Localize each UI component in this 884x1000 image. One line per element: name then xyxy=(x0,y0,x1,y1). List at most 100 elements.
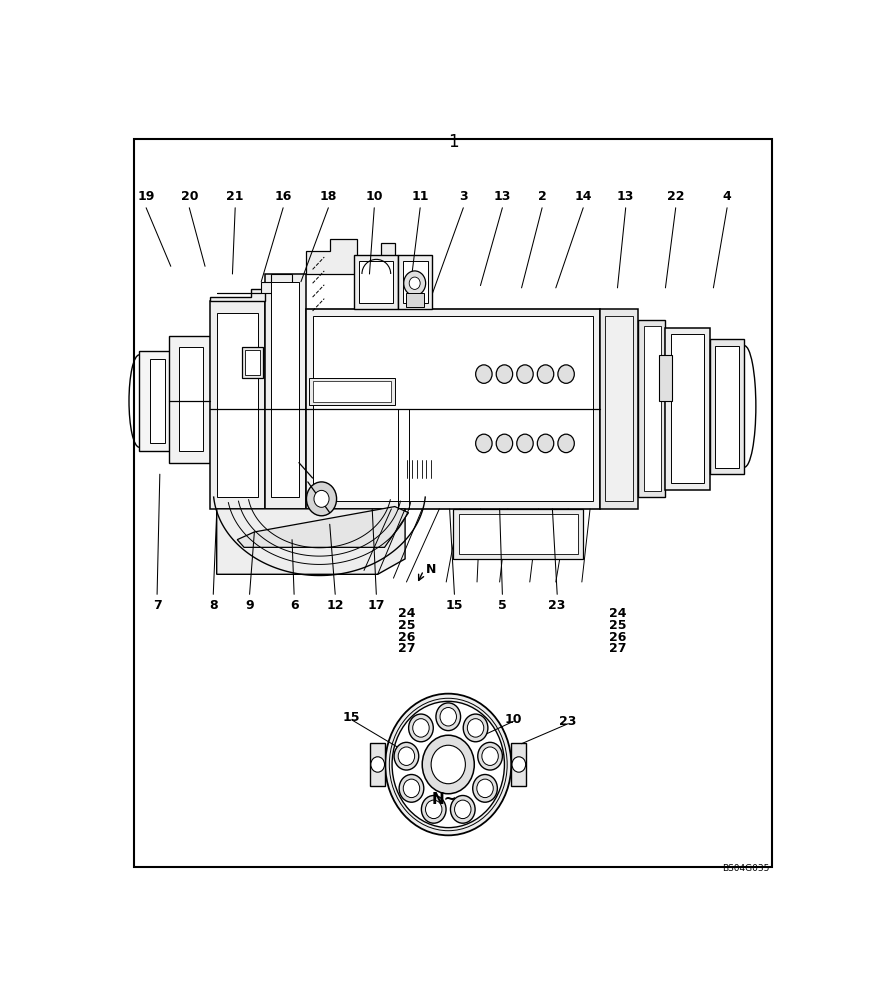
Circle shape xyxy=(409,277,420,289)
Bar xyxy=(149,359,164,443)
Text: 12: 12 xyxy=(326,599,344,612)
Bar xyxy=(271,282,299,497)
Text: 20: 20 xyxy=(180,190,198,203)
Circle shape xyxy=(404,271,426,296)
Text: 19: 19 xyxy=(137,190,155,203)
Text: 11: 11 xyxy=(411,190,429,203)
Circle shape xyxy=(389,698,507,831)
Text: 15: 15 xyxy=(343,711,361,724)
Text: 26: 26 xyxy=(609,631,626,644)
Bar xyxy=(644,326,660,491)
Circle shape xyxy=(476,365,492,383)
Circle shape xyxy=(423,735,475,794)
Bar xyxy=(245,350,260,375)
Text: 13: 13 xyxy=(617,190,635,203)
Text: 6: 6 xyxy=(290,599,299,612)
Bar xyxy=(313,316,593,501)
Circle shape xyxy=(371,757,385,772)
Circle shape xyxy=(422,795,446,823)
Circle shape xyxy=(392,701,505,828)
Bar xyxy=(359,261,393,303)
Text: 25: 25 xyxy=(398,619,415,632)
Circle shape xyxy=(400,774,423,802)
Bar xyxy=(210,301,264,509)
Circle shape xyxy=(394,742,419,770)
Circle shape xyxy=(517,365,533,383)
Circle shape xyxy=(558,434,575,453)
Circle shape xyxy=(517,434,533,453)
Circle shape xyxy=(413,719,429,737)
Bar xyxy=(606,316,633,501)
Bar xyxy=(217,312,258,497)
Bar xyxy=(710,339,744,474)
Circle shape xyxy=(482,747,499,765)
Text: 13: 13 xyxy=(493,190,511,203)
Text: BS04G035: BS04G035 xyxy=(722,864,770,873)
Bar xyxy=(370,743,385,786)
Circle shape xyxy=(496,434,513,453)
Circle shape xyxy=(496,365,513,383)
Bar xyxy=(140,351,170,451)
Bar xyxy=(313,381,392,402)
Bar xyxy=(459,514,578,554)
Text: N: N xyxy=(426,563,436,576)
Bar xyxy=(264,274,306,509)
Circle shape xyxy=(463,714,488,742)
Bar xyxy=(407,293,423,307)
Text: 1: 1 xyxy=(447,133,459,151)
Circle shape xyxy=(512,757,526,772)
Text: N~: N~ xyxy=(432,792,458,807)
Bar xyxy=(659,355,673,401)
Circle shape xyxy=(477,742,502,770)
Bar xyxy=(511,743,526,786)
Bar xyxy=(169,336,210,463)
Circle shape xyxy=(403,779,420,798)
Circle shape xyxy=(436,703,461,731)
Circle shape xyxy=(476,779,493,798)
Polygon shape xyxy=(306,239,412,274)
Text: 17: 17 xyxy=(368,599,385,612)
Bar xyxy=(309,378,395,405)
Bar xyxy=(715,346,739,468)
Bar xyxy=(306,309,600,509)
Text: 27: 27 xyxy=(609,642,626,655)
Bar xyxy=(354,255,399,309)
Polygon shape xyxy=(217,274,292,293)
Text: 4: 4 xyxy=(723,190,731,203)
Circle shape xyxy=(537,365,553,383)
Circle shape xyxy=(307,482,337,516)
Polygon shape xyxy=(217,509,405,574)
Circle shape xyxy=(425,800,442,819)
Circle shape xyxy=(440,708,456,726)
Text: 2: 2 xyxy=(537,190,546,203)
Bar xyxy=(671,334,704,483)
Text: 3: 3 xyxy=(459,190,468,203)
Text: 23: 23 xyxy=(548,599,566,612)
Text: 8: 8 xyxy=(209,599,217,612)
Bar xyxy=(638,320,666,497)
Bar xyxy=(453,509,583,559)
Circle shape xyxy=(398,747,415,765)
Circle shape xyxy=(468,719,484,737)
Text: 24: 24 xyxy=(398,607,415,620)
Circle shape xyxy=(431,745,465,784)
Text: 24: 24 xyxy=(609,607,626,620)
Text: 23: 23 xyxy=(560,715,577,728)
Circle shape xyxy=(537,434,553,453)
Text: 26: 26 xyxy=(398,631,415,644)
Text: 5: 5 xyxy=(498,599,507,612)
Polygon shape xyxy=(237,507,408,547)
Circle shape xyxy=(558,365,575,383)
Text: 27: 27 xyxy=(398,642,415,655)
Text: 10: 10 xyxy=(365,190,383,203)
Text: 18: 18 xyxy=(320,190,337,203)
Circle shape xyxy=(314,490,329,507)
Bar xyxy=(399,255,432,309)
Bar xyxy=(179,347,203,451)
Circle shape xyxy=(473,774,498,802)
Bar xyxy=(403,261,428,303)
Bar xyxy=(600,309,638,509)
Bar xyxy=(242,347,263,378)
Text: 14: 14 xyxy=(575,190,592,203)
Circle shape xyxy=(385,694,511,835)
